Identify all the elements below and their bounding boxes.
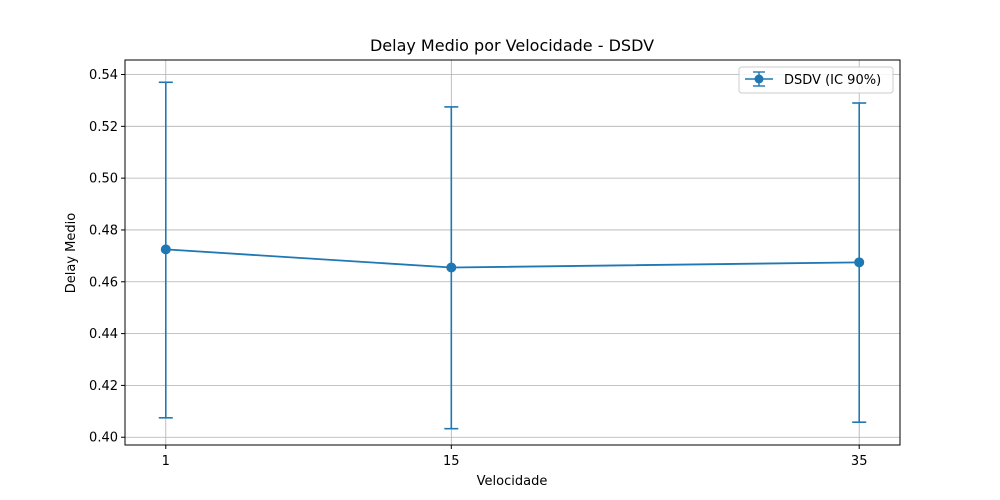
axes-frame	[124, 59, 901, 446]
x-tick-label: 35	[851, 454, 868, 469]
x-axis-label: Velocidade	[477, 474, 548, 489]
x-tick-label: 15	[443, 454, 460, 469]
data-point	[446, 262, 457, 273]
y-axis: 0.40 0.42 0.44 0.46 0.48 0.50 0.52 0.54	[89, 68, 125, 446]
y-tick-label: 0.42	[89, 379, 118, 394]
y-tick-label: 0.44	[89, 327, 118, 342]
y-tick-label: 0.50	[89, 172, 118, 187]
chart-title: Delay Medio por Velocidade - DSDV	[370, 36, 654, 55]
legend-box	[738, 66, 894, 94]
y-axis-label: Delay Medio	[64, 213, 79, 293]
data-point	[854, 257, 865, 268]
legend-marker	[745, 71, 773, 87]
y-tick-label: 0.40	[89, 431, 118, 446]
data-point	[160, 244, 171, 255]
x-tick-label: 1	[162, 454, 170, 469]
legend-label: DSDV (IC 90%)	[784, 73, 881, 88]
y-tick-label: 0.54	[89, 68, 118, 83]
y-tick-label: 0.52	[89, 120, 118, 135]
x-axis: 1 15 35	[162, 445, 868, 469]
legend-point	[754, 74, 764, 84]
y-tick-label: 0.48	[89, 223, 118, 238]
y-tick-label: 0.46	[89, 275, 118, 290]
series-layer	[158, 81, 867, 430]
legend: DSDV (IC 90%)	[738, 66, 894, 94]
